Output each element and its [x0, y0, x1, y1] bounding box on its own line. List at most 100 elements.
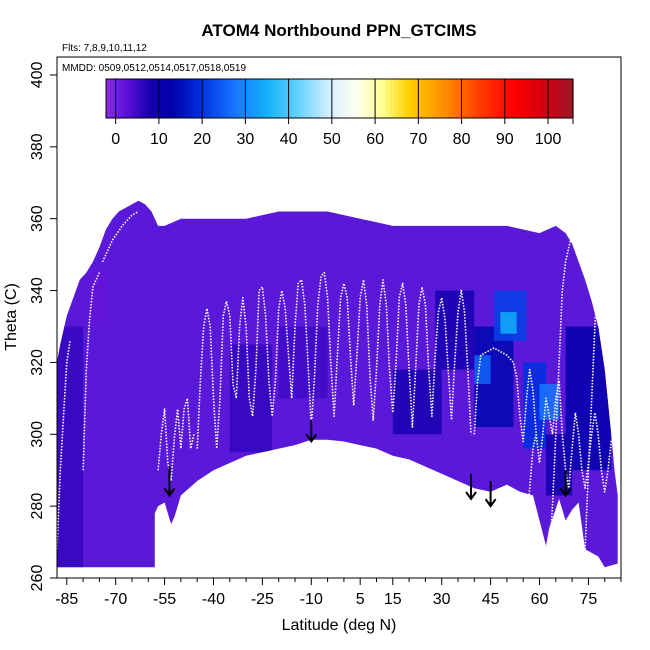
colorbar-tick-label: 0: [111, 131, 120, 148]
colorbar-segment: [534, 79, 539, 118]
colorbar-segment: [343, 79, 348, 118]
colorbar-segment: [300, 79, 306, 118]
x-tick-label: 15: [384, 591, 402, 608]
colorbar-segment: [176, 79, 181, 118]
colorbar-segment: [510, 79, 516, 118]
colorbar-segment: [308, 79, 313, 118]
colorbar-segment: [351, 79, 356, 118]
colorbar-segment: [541, 79, 547, 118]
colorbar-segment: [183, 79, 189, 118]
colorbar-segment: [506, 79, 512, 118]
colorbar-segment: [409, 79, 415, 118]
colorbar-tick-label: 10: [150, 131, 168, 148]
colorbar-segment: [347, 79, 352, 118]
colorbar-segment: [331, 79, 337, 118]
x-tick-label: -40: [202, 591, 225, 608]
colorbar-segment: [137, 79, 142, 118]
colorbar-segment: [440, 79, 446, 118]
arrow-marker: [465, 473, 477, 501]
colorbar-segment: [164, 79, 169, 118]
colorbar-segment: [141, 79, 146, 118]
colorbar: 0 10 20 30 40 50 60 70 80 90 100: [105, 78, 574, 148]
colorbar-segment: [530, 79, 535, 118]
colorbar-segment: [390, 79, 395, 118]
colorbar-segment: [522, 79, 527, 118]
y-tick-label: 380: [29, 133, 46, 160]
colorbar-segment: [222, 79, 228, 118]
data-field: [57, 200, 618, 568]
heatmap-cell: [474, 355, 491, 384]
colorbar-segment: [499, 79, 504, 118]
y-tick-label: 300: [29, 421, 46, 448]
flight-track: [157, 397, 195, 482]
y-tick-label: 260: [29, 565, 46, 592]
colorbar-segment: [487, 79, 492, 118]
x-tick-label: -70: [104, 591, 127, 608]
dates-annotation: MMDD: 0509,0512,0514,0517,0518,0519: [62, 63, 246, 74]
colorbar-tick-label: 90: [496, 131, 514, 148]
colorbar-segment: [366, 79, 372, 118]
colorbar-segment: [526, 79, 531, 118]
colorbar-segment: [273, 79, 278, 118]
colorbar-tick-label: 40: [280, 131, 298, 148]
colorbar-segment: [316, 79, 321, 118]
colorbar-tick-label: 80: [453, 131, 471, 148]
heatmap-cell: [565, 326, 612, 471]
flight-track: [101, 210, 139, 263]
x-axis: -85 -70 -55 -40 -25 -10 5 15 30 45 60 75: [55, 578, 622, 608]
colorbar-segment: [405, 79, 411, 118]
colorbar-segment: [214, 79, 220, 118]
chart-title: ATOM4 Northbound PPN_GTCIMS: [201, 21, 476, 40]
plot-frame: [56, 56, 622, 579]
colorbar-segment: [257, 79, 263, 118]
colorbar-segment: [471, 79, 477, 118]
colorbar-segment: [475, 79, 481, 118]
x-tick-label: -25: [251, 591, 274, 608]
colorbar-segment: [292, 79, 298, 118]
y-tick-label: 280: [29, 493, 46, 520]
colorbar-segment: [417, 79, 422, 118]
colorbar-segment: [249, 79, 255, 118]
colorbar-segment: [491, 79, 496, 118]
colorbar-segment: [238, 79, 243, 118]
colorbar-segment: [253, 79, 259, 118]
colorbar-segment: [230, 79, 236, 118]
y-axis-label: Theta (C): [3, 283, 20, 351]
colorbar-segment: [553, 79, 559, 118]
colorbar-segment: [203, 79, 208, 118]
arrow-marker: [305, 419, 318, 444]
colorbar-segment: [561, 79, 566, 118]
x-tick-label: 75: [580, 591, 598, 608]
heatmap-cell: [89, 272, 110, 327]
y-tick-label: 320: [29, 349, 46, 376]
colorbar-segment: [374, 79, 380, 118]
colorbar-segment: [323, 79, 329, 118]
colorbar-segment: [436, 79, 442, 118]
x-tick-label: -85: [55, 591, 78, 608]
colorbar-segment: [479, 79, 485, 118]
colorbar-segment: [444, 79, 450, 118]
colorbar-segment: [269, 79, 274, 118]
flight-track: [196, 271, 472, 450]
colorbar-segment: [378, 79, 383, 118]
colorbar-segment: [261, 79, 267, 118]
flight-track: [522, 434, 537, 564]
y-tick-label: 360: [29, 205, 46, 232]
colorbar-segment: [207, 79, 212, 118]
colorbar-segment: [106, 79, 111, 118]
colorbar-segment: [281, 79, 286, 118]
data-region: [57, 200, 618, 568]
x-tick-label: 5: [356, 591, 365, 608]
colorbar-segment: [495, 79, 500, 118]
colorbar-segment: [285, 79, 290, 118]
colorbar-segment: [339, 79, 344, 118]
heatmap-cell: [392, 369, 442, 435]
colorbar-segment: [448, 79, 453, 118]
colorbar-segment: [234, 79, 239, 118]
colorbar-segment: [288, 79, 294, 118]
colorbar-segment: [401, 79, 407, 118]
colorbar-segment: [393, 79, 399, 118]
colorbar-segment: [335, 79, 341, 118]
